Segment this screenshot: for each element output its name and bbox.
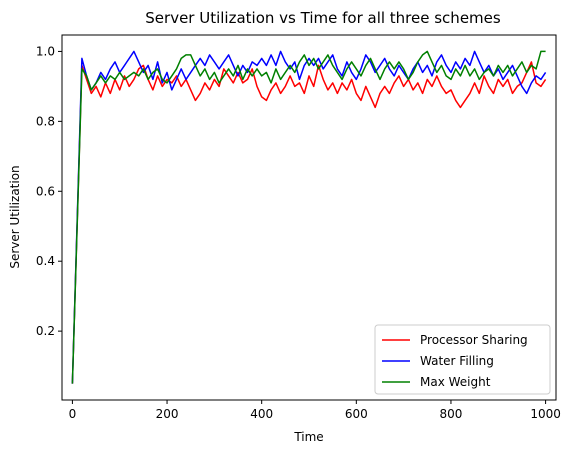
legend-label: Water Filling (420, 354, 494, 368)
x-tick-label: 400 (250, 407, 273, 421)
y-tick-label: 1.0 (36, 44, 55, 58)
x-axis: 0 200 400 600 800 1000 (69, 400, 561, 421)
plot-frame (61, 34, 557, 401)
y-tick-label: 0.4 (36, 254, 55, 268)
x-tick-label: 1000 (530, 407, 561, 421)
legend-label: Max Weight (420, 375, 491, 389)
series-line-2 (71, 50, 546, 384)
legend: Processor Sharing Water Filling Max Weight (374, 324, 551, 395)
x-axis-label: Time (293, 430, 323, 444)
y-axis: 0.2 0.4 0.6 0.8 1.0 (36, 44, 62, 338)
y-tick-label: 0.6 (36, 184, 55, 198)
series-line-0 (71, 61, 547, 384)
legend-items: Processor Sharing Water Filling Max Weight (382, 333, 528, 389)
y-tick-label: 0.8 (36, 114, 55, 128)
chart-title: Server Utilization vs Time for all three… (145, 9, 501, 27)
plot-lines (71, 50, 547, 384)
y-tick-label: 0.2 (36, 324, 55, 338)
x-tick-label: 600 (345, 407, 368, 421)
x-tick-label: 0 (69, 407, 77, 421)
y-axis-label: Server Utilization (8, 165, 22, 268)
x-tick-label: 200 (156, 407, 179, 421)
x-tick-label: 800 (440, 407, 463, 421)
legend-box (374, 324, 551, 395)
legend-label: Processor Sharing (420, 333, 528, 347)
